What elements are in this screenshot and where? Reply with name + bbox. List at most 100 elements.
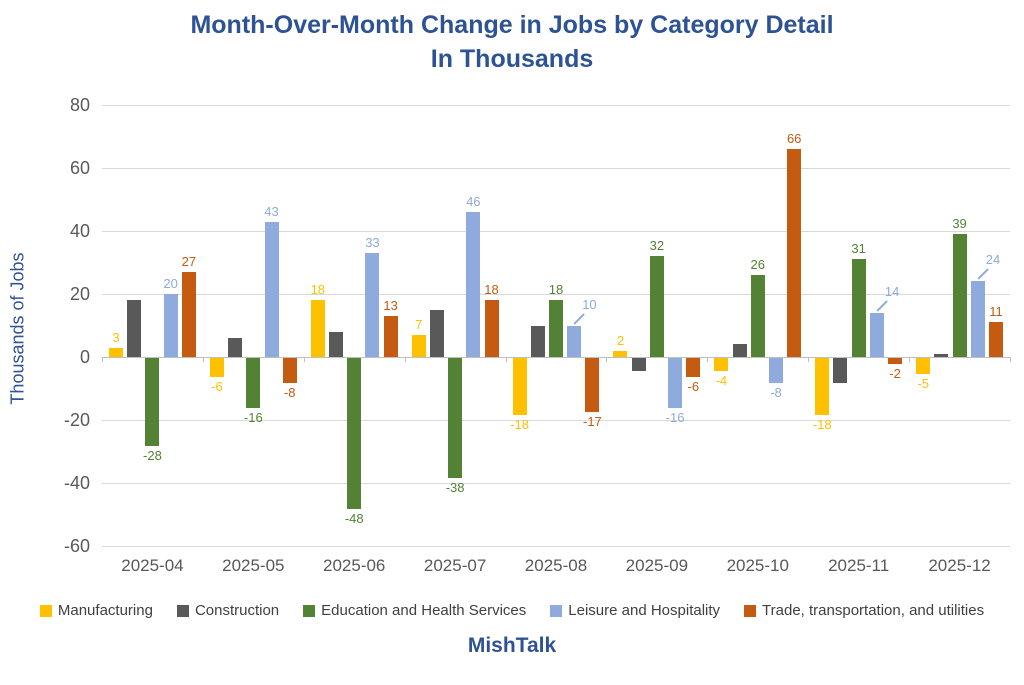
bar bbox=[970, 281, 985, 357]
legend-label: Construction bbox=[194, 602, 280, 619]
bar-label: 18 bbox=[484, 282, 499, 298]
axis-tick bbox=[909, 357, 911, 362]
gridline bbox=[102, 483, 1010, 484]
bar-label: -48 bbox=[344, 511, 364, 527]
bar-label: 24 bbox=[985, 252, 1001, 268]
legend-label: Trade, transportation, and utilities bbox=[762, 602, 985, 619]
bar-label: 32 bbox=[649, 238, 665, 254]
bar-label: -6 bbox=[687, 378, 700, 394]
plot-area: 80 60 40 20 0 -20 -40 -60 2025-04 2025-05 2025-06 2… bbox=[63, 95, 1011, 575]
legend: Manufacturing Construction Education and H… bbox=[0, 602, 1024, 619]
bar bbox=[246, 358, 261, 409]
bar bbox=[127, 300, 142, 357]
axis-tick bbox=[808, 357, 810, 362]
bar bbox=[668, 358, 683, 409]
zero-axis-line bbox=[102, 357, 1010, 358]
y-tick-label: -60 bbox=[63, 536, 90, 556]
gridline bbox=[102, 168, 1010, 169]
x-tick-label: 2025-07 bbox=[423, 556, 487, 575]
bar bbox=[988, 322, 1003, 357]
bar bbox=[649, 256, 664, 357]
bar-label: 39 bbox=[952, 216, 967, 232]
x-tick-label: 2025-08 bbox=[524, 556, 588, 575]
bar bbox=[448, 358, 463, 478]
bar bbox=[411, 334, 426, 357]
legend-swatch bbox=[303, 604, 316, 617]
chart-title-line2: In Thousands bbox=[430, 45, 594, 73]
bar-label: 13 bbox=[383, 298, 398, 314]
bar-label: 46 bbox=[466, 194, 481, 210]
bar-label: -17 bbox=[582, 413, 602, 429]
axis-tick bbox=[707, 357, 709, 362]
axis-tick bbox=[505, 357, 507, 362]
bar bbox=[512, 358, 527, 415]
y-tick-label: -20 bbox=[63, 410, 90, 430]
axis-tick bbox=[1010, 357, 1011, 362]
legend-item: Manufacturing bbox=[39, 602, 153, 619]
leader-line bbox=[977, 268, 989, 280]
bar bbox=[145, 358, 160, 447]
bar bbox=[787, 149, 802, 357]
bar bbox=[916, 358, 931, 374]
leader-line bbox=[573, 312, 585, 324]
bar bbox=[209, 358, 224, 377]
bar bbox=[329, 331, 344, 357]
bar bbox=[869, 312, 884, 357]
bar bbox=[768, 358, 783, 384]
bar-label: 26 bbox=[750, 257, 765, 273]
bar-label: 10 bbox=[582, 296, 597, 312]
bar-label: 11 bbox=[989, 304, 1003, 320]
bar-label: -28 bbox=[143, 448, 162, 464]
axis-tick bbox=[102, 357, 103, 362]
y-tick-label: 40 bbox=[69, 221, 90, 241]
chart-title: Month-Over-Month Change in Jobs by Categ… bbox=[0, 8, 1024, 76]
bar-label: -6 bbox=[211, 378, 223, 394]
x-tick-label: 2025-05 bbox=[222, 556, 285, 575]
legend-swatch bbox=[550, 604, 563, 617]
bar bbox=[365, 253, 380, 357]
x-tick-label: 2025-04 bbox=[121, 556, 184, 575]
bar-label: 33 bbox=[365, 235, 380, 251]
bar-label: -2 bbox=[889, 366, 901, 382]
bar-label: -16 bbox=[665, 410, 685, 426]
bar bbox=[347, 358, 362, 510]
gridline bbox=[102, 420, 1010, 421]
bar-label: -18 bbox=[510, 416, 529, 432]
bar-label: -38 bbox=[445, 479, 465, 495]
bar bbox=[181, 271, 196, 357]
bar bbox=[815, 358, 830, 415]
bar-label: 66 bbox=[786, 131, 802, 147]
x-tick-label: 2025-10 bbox=[726, 556, 789, 575]
bar bbox=[484, 300, 499, 357]
bar bbox=[934, 353, 949, 357]
gridline bbox=[102, 105, 1010, 106]
bar bbox=[282, 358, 297, 384]
bar bbox=[631, 358, 646, 371]
bar bbox=[888, 358, 903, 365]
axis-tick bbox=[202, 357, 204, 362]
x-tick-label: 2025-09 bbox=[625, 556, 689, 575]
x-tick-label: 2025-12 bbox=[928, 556, 991, 575]
bar-label: 43 bbox=[264, 203, 279, 219]
axis-tick bbox=[303, 357, 305, 362]
bar bbox=[228, 338, 243, 357]
bar bbox=[264, 221, 279, 357]
legend-item: Education and Health Services bbox=[303, 602, 526, 619]
footer-watermark: MishTalk bbox=[467, 634, 557, 657]
bar bbox=[466, 212, 481, 357]
bar bbox=[613, 350, 628, 357]
bar-label: 3 bbox=[112, 329, 120, 345]
bar-label: -18 bbox=[812, 416, 832, 432]
bar bbox=[310, 300, 325, 357]
legend-swatch bbox=[176, 604, 189, 617]
bar bbox=[732, 344, 747, 357]
gridline bbox=[102, 231, 1010, 232]
bar bbox=[833, 358, 848, 384]
x-tick-label: 2025-11 bbox=[828, 556, 890, 575]
bar bbox=[429, 309, 444, 357]
bar-label: 14 bbox=[884, 283, 900, 299]
bar bbox=[714, 358, 729, 371]
bar-label: 2 bbox=[616, 332, 625, 348]
y-tick-label: 20 bbox=[69, 284, 90, 304]
